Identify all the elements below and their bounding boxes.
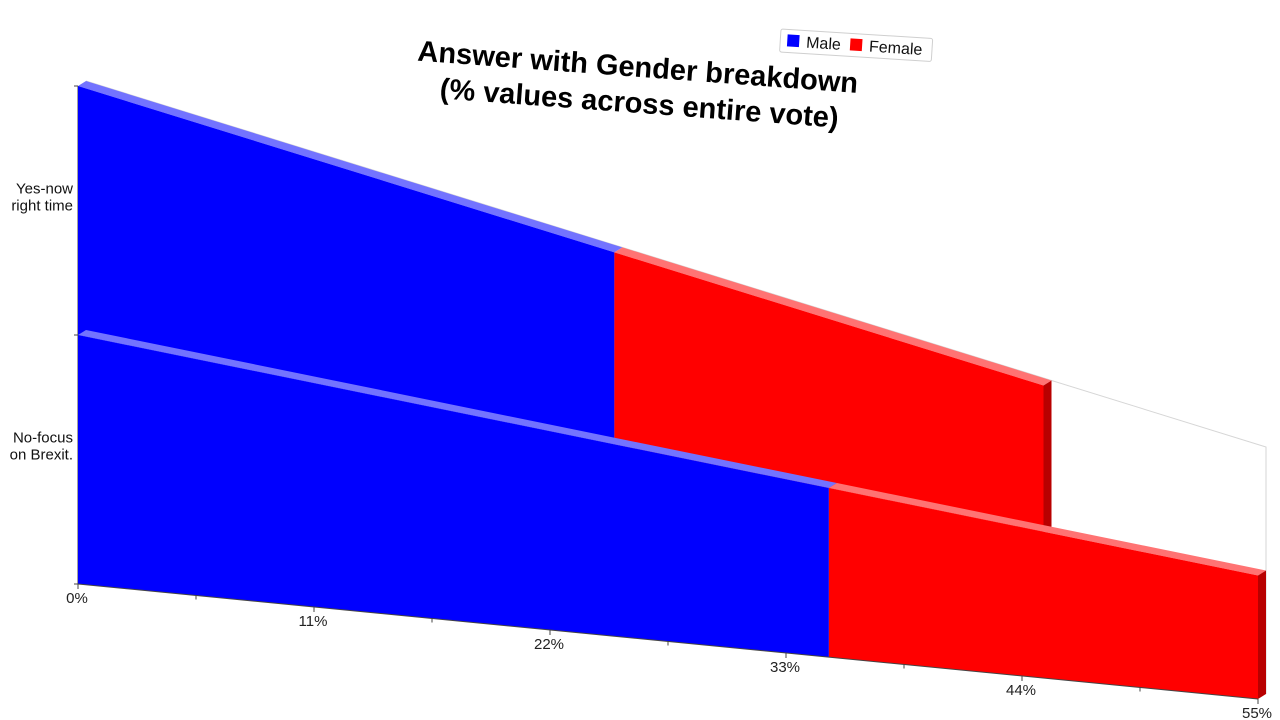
- x-tick-label: 22%: [534, 636, 564, 653]
- bar-female-2: [828, 483, 1266, 699]
- legend-swatch-male: [786, 34, 800, 48]
- x-tick-label: 11%: [299, 613, 328, 630]
- bar-front-face: [78, 335, 829, 658]
- legend-label-male: Male: [806, 35, 842, 54]
- bar-top-face: [614, 247, 1052, 386]
- x-tick-label: 55%: [1242, 705, 1272, 720]
- bar-end-face: [1043, 380, 1052, 532]
- legend-swatch-female: [849, 38, 863, 52]
- bar-end-face: [1258, 570, 1266, 699]
- x-axis: 0% 11% 22% 33% 44% 55%: [66, 583, 1272, 720]
- category-label-1: Yes-now right time: [11, 181, 73, 215]
- bar-top-face: [78, 330, 837, 488]
- bar-male-2: [78, 330, 837, 658]
- x-tick-label: 33%: [770, 659, 800, 676]
- bar-front-face: [828, 488, 1258, 699]
- legend: Male Female: [779, 28, 934, 62]
- bar-front-face: [78, 86, 615, 445]
- bar-top-face: [828, 483, 1266, 576]
- bars: [78, 81, 1266, 699]
- y-axis: Yes-now right time No-focus on Brexit.: [10, 181, 74, 464]
- legend-label-female: Female: [869, 39, 923, 59]
- category-label-2: No-focus on Brexit.: [10, 430, 73, 464]
- bar-male-1: [78, 81, 623, 445]
- bar-top-face: [78, 81, 623, 253]
- x-tick-label: 0%: [66, 590, 88, 607]
- x-tick-label: 44%: [1006, 682, 1036, 699]
